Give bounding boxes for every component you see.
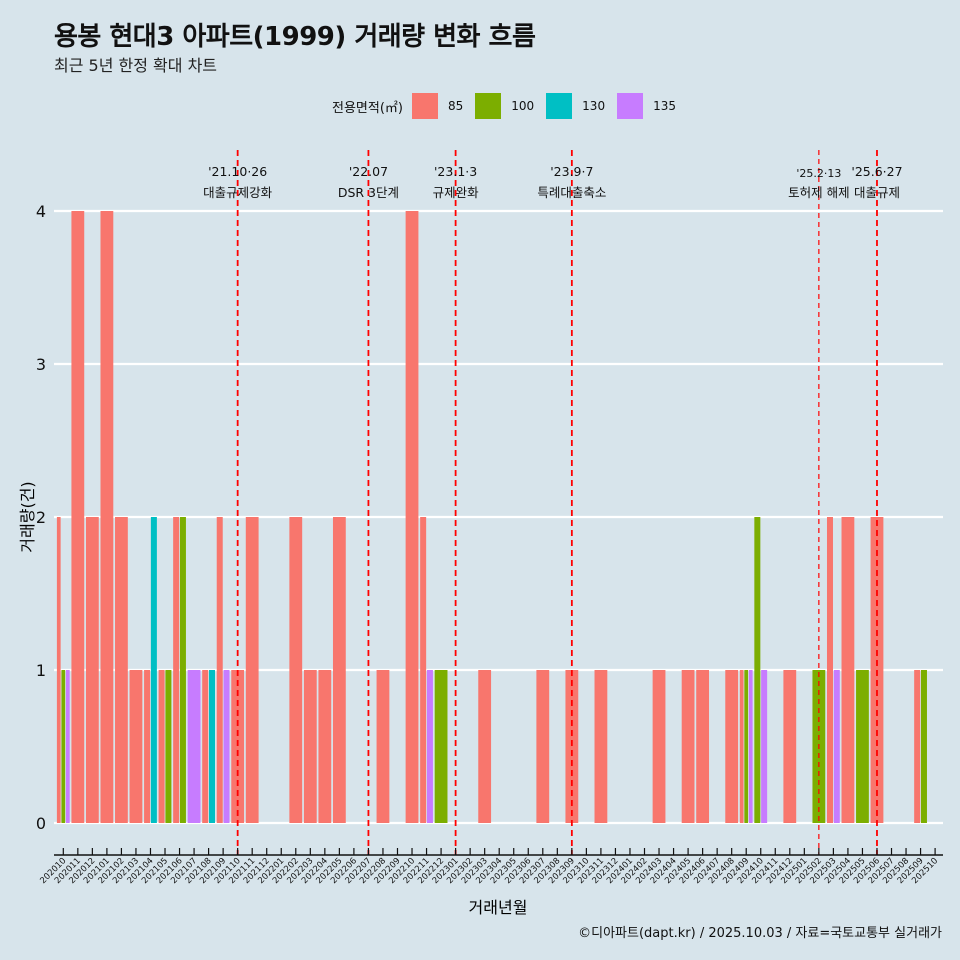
bar-202111-85 <box>245 517 259 823</box>
bar-202504-85 <box>841 517 855 823</box>
bar-202408-85 <box>725 670 739 823</box>
bar-202211-85 <box>420 517 427 823</box>
bar-202105-85 <box>158 670 165 823</box>
legend-item-130: 130 <box>546 93 605 119</box>
bar-202211-135 <box>426 670 433 823</box>
bar-202012-85 <box>85 517 99 823</box>
bar-202509-100 <box>920 670 927 823</box>
bar-202106-85 <box>173 517 180 823</box>
grid-lines <box>54 209 943 825</box>
bar-202406-85 <box>696 670 710 823</box>
bar-202010-100 <box>61 670 66 823</box>
legend-swatch-135 <box>617 93 644 119</box>
y-tick-label: 3 <box>36 355 46 374</box>
bar-202410-100 <box>754 517 761 823</box>
legend-label-135: 135 <box>653 99 676 113</box>
bar-202208-85 <box>376 670 390 823</box>
legend: 전용면적(㎡) 85 100 130 135 <box>332 93 688 119</box>
y-tick-label: 2 <box>36 508 46 527</box>
y-axis-label: 거래량(건) <box>18 481 37 552</box>
event-date-label: '25.6·27 <box>851 164 902 179</box>
event-label: 대출규제 <box>854 185 900 200</box>
y-tick-label: 1 <box>36 661 46 680</box>
bar-202503-135 <box>833 670 840 823</box>
legend-item-100: 100 <box>475 93 534 119</box>
event-label: 토허제 해제 <box>788 185 849 200</box>
bar-202106-100 <box>179 517 186 823</box>
bar-202307-85 <box>536 670 550 823</box>
bar-202202-85 <box>289 517 303 823</box>
chart-subtitle: 최근 5년 한정 확대 차트 <box>54 56 218 75</box>
bar-202109-85 <box>216 517 223 823</box>
event-date-label: '25.2·13 <box>796 167 841 180</box>
bar-202102-85 <box>115 517 128 823</box>
bar-202101-85 <box>100 211 114 823</box>
axes: 0123420201020201120201220210120210220210… <box>36 202 943 886</box>
bar-202105-100 <box>165 670 172 823</box>
bar-202503-85 <box>826 517 833 823</box>
bar-202109-135 <box>223 670 230 823</box>
legend-label-85: 85 <box>447 99 464 113</box>
bar-202509-85 <box>914 670 921 823</box>
event-date-label: '23.1·3 <box>434 164 477 179</box>
bar-202203-85 <box>303 670 317 823</box>
legend-swatch-85 <box>411 93 438 119</box>
bar-202405-85 <box>681 670 695 823</box>
bar-202412-85 <box>783 670 797 823</box>
bar-202011-85 <box>71 211 85 823</box>
bar-202107-135 <box>187 670 201 823</box>
bar-202108-85 <box>202 670 209 823</box>
bar-202110-85 <box>231 670 245 823</box>
bar-202303-85 <box>478 670 492 823</box>
bar-marks <box>56 211 927 823</box>
event-label: 대출규제강화 <box>203 185 273 200</box>
bar-202409-135 <box>748 670 753 823</box>
y-tick-label: 0 <box>36 814 46 833</box>
bar-202204-85 <box>318 670 332 823</box>
legend-swatch-130 <box>546 93 573 119</box>
bar-202104-130 <box>150 517 157 823</box>
bar-202010-85 <box>56 517 61 823</box>
y-tick-label: 4 <box>36 202 46 221</box>
event-label: 특례대출축소 <box>537 185 606 200</box>
event-date-label: '22.07 <box>349 164 388 179</box>
bar-202010-135 <box>65 670 70 823</box>
chart-title: 용봉 현대3 아파트(1999) 거래량 변화 흐름 <box>54 22 536 52</box>
bar-202409-85 <box>739 670 744 823</box>
legend-item-135: 135 <box>617 93 676 119</box>
bar-202103-85 <box>129 670 143 823</box>
bar-202210-85 <box>405 211 419 823</box>
event-label: 규제완화 <box>433 185 480 200</box>
legend-title: 전용면적(㎡) <box>332 100 403 116</box>
bar-202108-130 <box>209 670 215 823</box>
event-date-label: '23.9·7 <box>550 164 593 179</box>
bar-202409-100 <box>744 670 749 823</box>
bar-202505-100 <box>856 670 869 823</box>
legend-label-100: 100 <box>511 99 535 113</box>
legend-item-85: 85 <box>411 93 464 119</box>
legend-swatch-100 <box>475 93 502 119</box>
event-label: DSR 3단계 <box>338 185 399 200</box>
bar-202212-100 <box>434 670 448 823</box>
bar-202205-85 <box>332 517 346 823</box>
bar-202410-135 <box>761 670 768 823</box>
bar-202104-85 <box>144 670 151 823</box>
source-caption: ©디아파트(dapt.kr) / 2025.10.03 / 자료=국토교통부 실… <box>578 926 942 941</box>
x-axis-label: 거래년월 <box>469 898 528 917</box>
event-lines: '21.10·26 대출규제강화 '22.07 DSR 3단계 '23.1·3 규제완화 '… <box>203 150 903 855</box>
bar-202403-85 <box>652 670 666 823</box>
bar-202311-85 <box>594 670 608 823</box>
legend-label-130: 130 <box>582 99 606 113</box>
event-date-label: '21.10·26 <box>208 164 267 179</box>
bar-202309-85 <box>565 670 579 823</box>
